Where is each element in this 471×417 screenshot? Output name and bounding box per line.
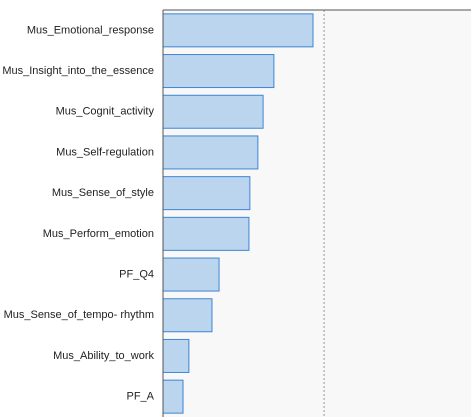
y-tick-label: Mus_Perform_emotion [43, 228, 154, 240]
y-tick-label: Mus_Cognit_activity [56, 106, 155, 118]
bar [162, 257, 220, 292]
y-tick-label: Mus_Sense_of_style [52, 187, 154, 199]
bar [162, 338, 190, 373]
bar [162, 54, 275, 89]
bar [162, 379, 184, 414]
y-tick-label: Mus_Emotional_response [27, 24, 154, 36]
bar [162, 94, 264, 129]
y-tick-label: PF_A [126, 391, 154, 403]
bar [162, 298, 213, 333]
y-tick-label: PF_Q4 [119, 268, 154, 280]
bar [162, 216, 250, 251]
bar [162, 135, 259, 170]
bar [162, 176, 251, 211]
y-tick-label: Mus_Ability_to_work [53, 350, 154, 362]
bar [162, 13, 314, 48]
y-tick-label: Mus_Self-regulation [56, 146, 154, 158]
y-tick-label: Mus_Sense_of_tempo- rhythm [4, 309, 154, 321]
y-tick-label: Mus_Insight_into_the_essence [2, 65, 154, 77]
